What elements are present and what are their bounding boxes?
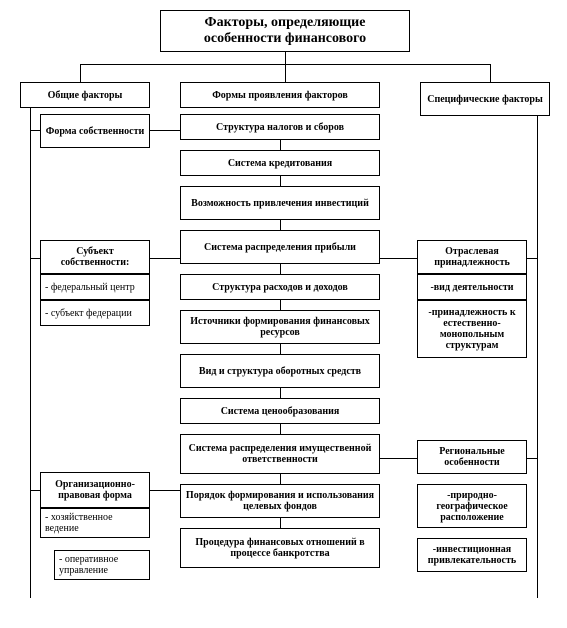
- connector: [30, 130, 40, 131]
- connector: [280, 140, 281, 150]
- factors-diagram: Факторы, определяющие особенности финанс…: [10, 10, 557, 618]
- connector: [80, 64, 81, 82]
- center-item-9-label: Порядок формирования и использования цел…: [185, 490, 375, 512]
- left-group-1-title: Субъект собственности:: [45, 246, 145, 268]
- center-item-2: Возможность привлечения инвестиций: [180, 186, 380, 220]
- center-item-3: Система распределения прибыли: [180, 230, 380, 264]
- connector: [380, 458, 417, 459]
- right-group-0-item-0: -вид деятельности: [417, 274, 527, 300]
- right-header: Специфические факторы: [420, 82, 550, 116]
- right-group-1-item-1: -инвестиционная привлекательность: [417, 538, 527, 572]
- center-item-8: Система распределения имущественной отве…: [180, 434, 380, 474]
- right-group-0-title: Отраслевая принадлежность: [422, 246, 522, 268]
- connector: [280, 474, 281, 484]
- connector: [150, 258, 180, 259]
- connector: [150, 490, 180, 491]
- center-item-6-label: Вид и структура оборотных средств: [185, 366, 375, 377]
- center-item-1: Система кредитования: [180, 150, 380, 176]
- root-node: Факторы, определяющие особенности финанс…: [160, 10, 410, 52]
- connector: [527, 458, 537, 459]
- center-item-8-label: Система распределения имущественной отве…: [185, 443, 375, 465]
- left-group-0-title: Форма собственности: [45, 126, 145, 137]
- center-item-5-label: Источники формирования финансовых ресурс…: [185, 316, 375, 338]
- center-item-3-label: Система распределения прибыли: [185, 242, 375, 253]
- right-group-1: Региональные особенности: [417, 440, 527, 474]
- connector: [280, 518, 281, 528]
- right-group-1-title: Региональные особенности: [422, 446, 522, 468]
- center-item-1-label: Система кредитования: [185, 158, 375, 169]
- center-item-10: Процедура финансовых отношений в процесс…: [180, 528, 380, 568]
- left-group-1-item-1-label: - субъект федерации: [45, 308, 145, 319]
- left-header-label: Общие факторы: [25, 90, 145, 101]
- center-item-7-label: Система ценообразования: [185, 406, 375, 417]
- right-header-label: Специфические факторы: [425, 94, 545, 105]
- root-label: Факторы, определяющие особенности финанс…: [165, 15, 405, 47]
- right-group-0: Отраслевая принадлежность: [417, 240, 527, 274]
- connector: [280, 300, 281, 310]
- center-item-7: Система ценообразования: [180, 398, 380, 424]
- right-group-0-item-1-label: -принадлежность к естественно- монопольн…: [422, 307, 522, 351]
- connector: [490, 64, 491, 82]
- center-item-5: Источники формирования финансовых ресурс…: [180, 310, 380, 344]
- center-header-label: Формы проявления факторов: [185, 90, 375, 101]
- connector: [285, 64, 286, 82]
- connector: [527, 258, 537, 259]
- connector: [30, 490, 40, 491]
- connector: [30, 108, 31, 598]
- connector: [537, 116, 538, 598]
- left-group-2-item-0: - хозяйственное ведение: [40, 508, 150, 538]
- connector: [285, 52, 286, 64]
- connector: [280, 220, 281, 230]
- center-item-6: Вид и структура оборотных средств: [180, 354, 380, 388]
- left-group-1-item-1: - субъект федерации: [40, 300, 150, 326]
- right-group-1-item-1-label: -инвестиционная привлекательность: [422, 544, 522, 566]
- left-group-1: Субъект собственности:: [40, 240, 150, 274]
- right-group-1-item-0: -природно- географическое расположение: [417, 484, 527, 528]
- left-group-2-item-0-label: - хозяйственное ведение: [45, 512, 145, 534]
- center-item-0-label: Структура налогов и сборов: [185, 122, 375, 133]
- connector: [280, 388, 281, 398]
- center-item-0: Структура налогов и сборов: [180, 114, 380, 140]
- center-header: Формы проявления факторов: [180, 82, 380, 108]
- center-item-10-label: Процедура финансовых отношений в процесс…: [185, 537, 375, 559]
- connector: [280, 344, 281, 354]
- connector: [280, 424, 281, 434]
- center-item-9: Порядок формирования и использования цел…: [180, 484, 380, 518]
- right-group-0-item-0-label: -вид деятельности: [422, 282, 522, 293]
- left-group-2: Организационно- правовая форма: [40, 472, 150, 508]
- connector: [150, 130, 180, 131]
- left-group-1-item-0: - федеральный центр: [40, 274, 150, 300]
- left-group-2-item-1-label: - оперативное управление: [59, 554, 145, 576]
- left-group-0: Форма собственности: [40, 114, 150, 148]
- center-item-2-label: Возможность привлечения инвестиций: [185, 198, 375, 209]
- right-group-0-item-1: -принадлежность к естественно- монопольн…: [417, 300, 527, 358]
- left-group-2-title: Организационно- правовая форма: [45, 479, 145, 501]
- left-header: Общие факторы: [20, 82, 150, 108]
- center-item-4: Структура расходов и доходов: [180, 274, 380, 300]
- connector: [280, 176, 281, 186]
- center-item-4-label: Структура расходов и доходов: [185, 282, 375, 293]
- left-group-1-item-0-label: - федеральный центр: [45, 282, 145, 293]
- right-group-1-item-0-label: -природно- географическое расположение: [422, 490, 522, 523]
- connector: [280, 264, 281, 274]
- connector: [380, 258, 417, 259]
- connector: [30, 258, 40, 259]
- left-group-2-item-1: - оперативное управление: [54, 550, 150, 580]
